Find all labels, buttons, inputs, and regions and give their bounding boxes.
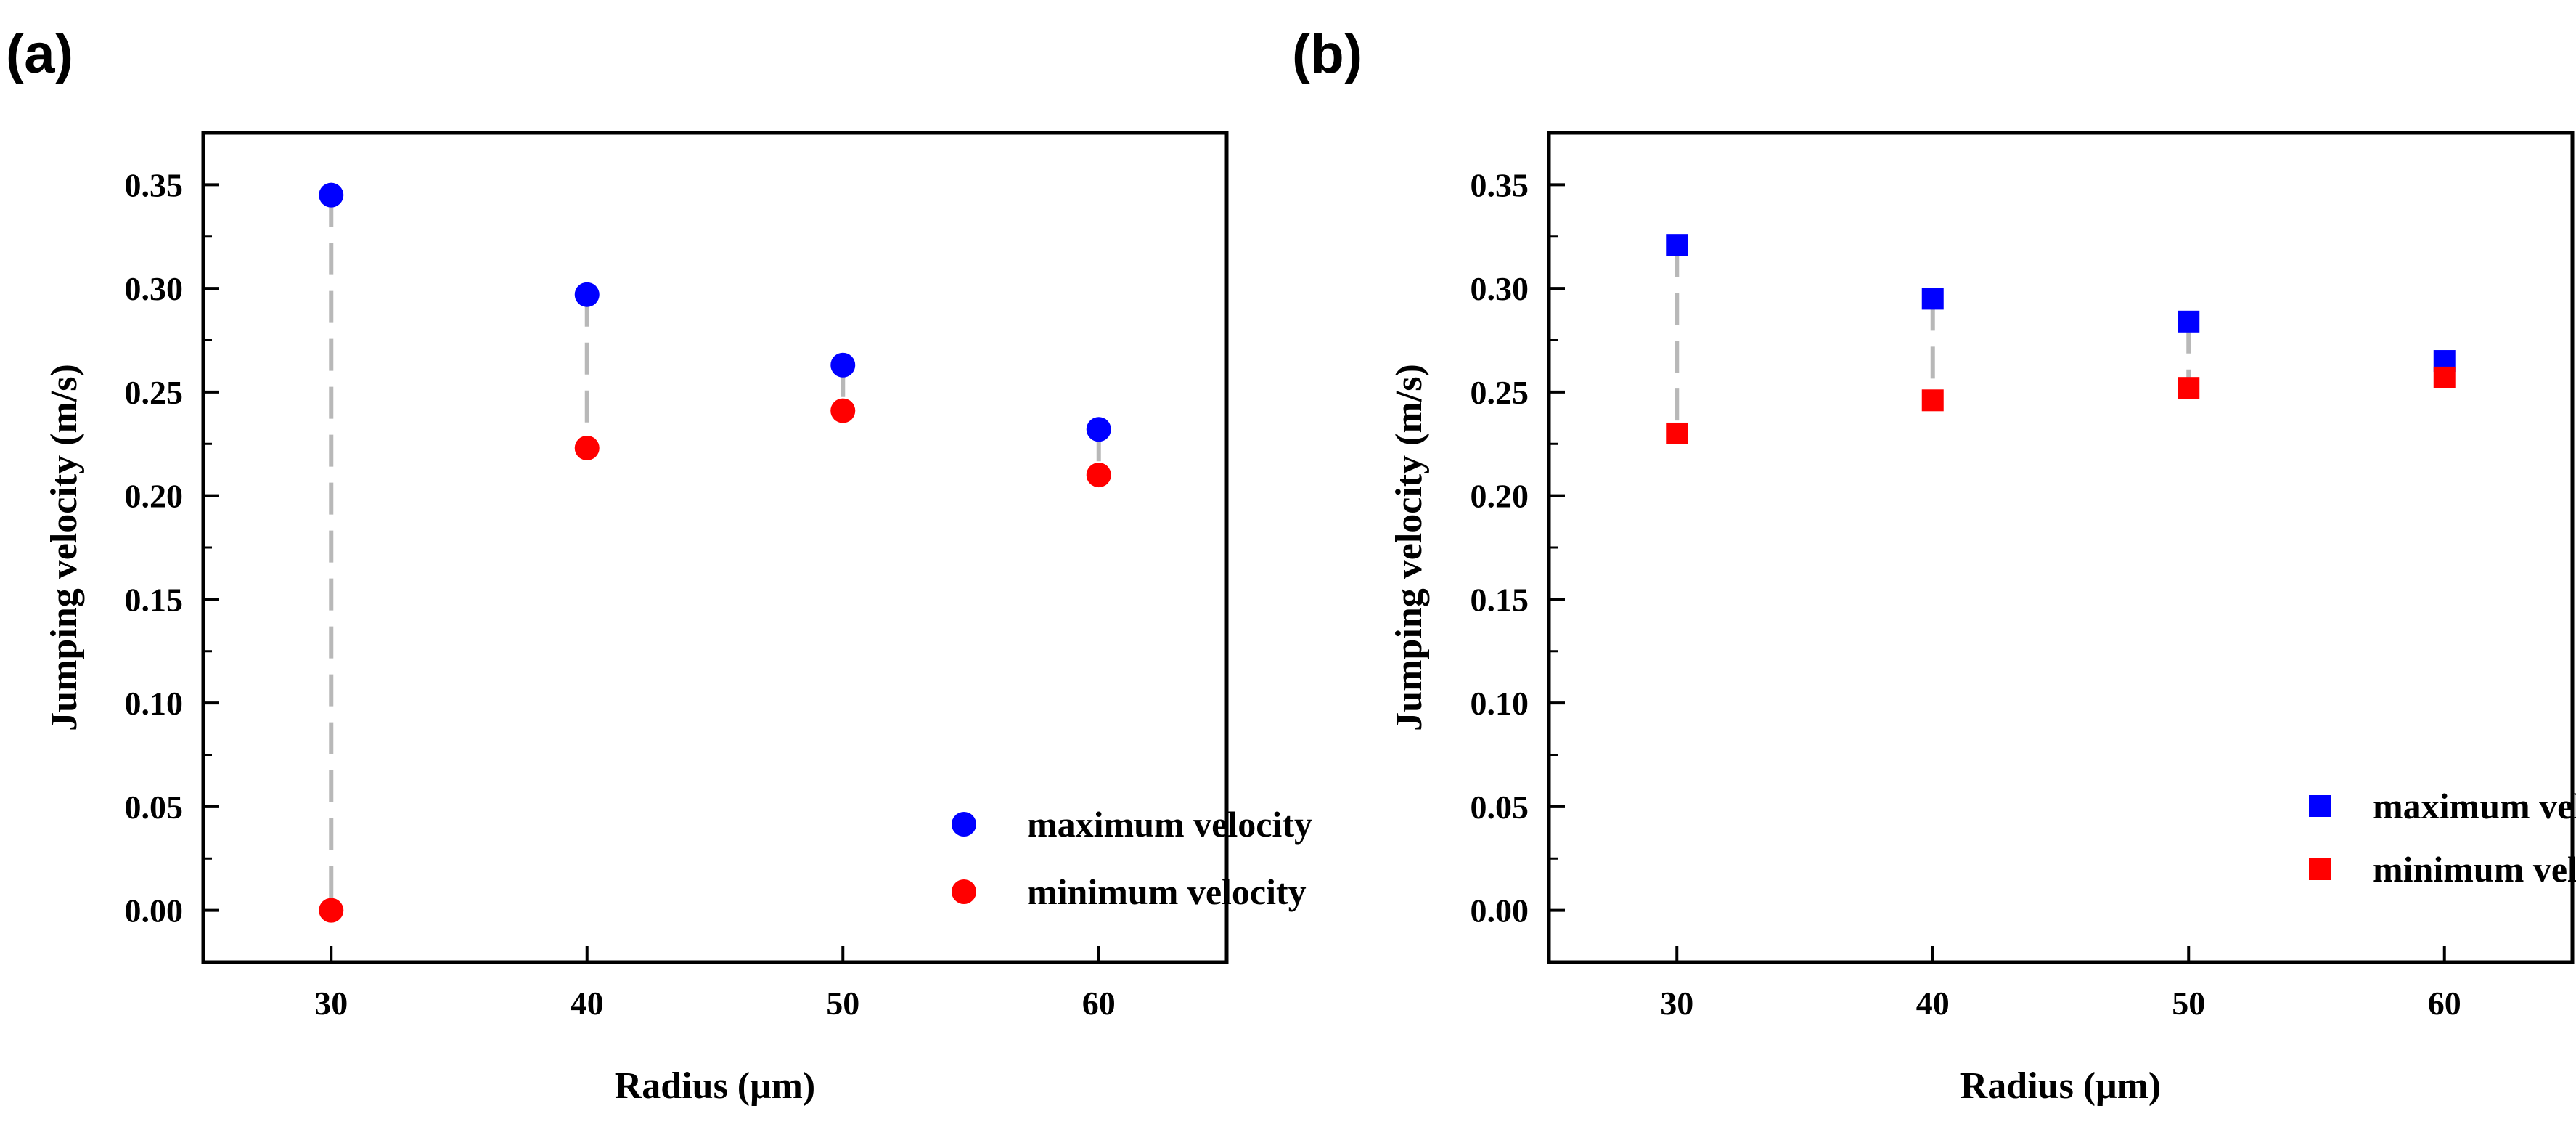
y-tick-label: 0.10 [1471,685,1529,722]
y-tick-label: 0.05 [1471,789,1529,826]
max-velocity-point [2178,310,2200,333]
max-velocity-point [1086,417,1111,442]
x-tick-label: 60 [1082,985,1116,1022]
y-tick-label: 0.00 [125,892,184,929]
y-tick-label: 0.25 [125,374,184,411]
legend-max-marker [952,812,976,837]
y-tick-label: 0.10 [125,685,184,722]
min-velocity-point [2433,366,2456,388]
x-tick-label: 50 [2172,985,2205,1022]
min-velocity-point [574,435,600,460]
y-tick-label: 0.20 [1471,478,1529,515]
max-velocity-point [574,282,600,307]
legend-max-label: maximum velocity [1027,804,1312,845]
x-axis-title: Radius (μm) [1960,1065,2162,1107]
panel-label: (b) [1292,23,1362,85]
y-tick-label: 0.30 [1471,270,1529,307]
legend-max-label: maximum velocity [2373,786,2576,826]
x-tick-label: 60 [2428,985,2461,1022]
y-tick-label: 0.35 [125,166,184,203]
y-tick-label: 0.00 [1471,892,1529,929]
x-tick-label: 30 [1660,985,1693,1022]
panel-a: (a) 30 40 50 60 0.00 0.05 0.10 0.15 0.20 0.25 0.30 0… [6,23,1312,1107]
min-velocity-point [2178,377,2200,399]
max-velocity-point [319,182,344,208]
x-tick-label: 40 [1916,985,1950,1022]
y-tick-label: 0.05 [125,789,184,826]
legend-max-marker [2309,795,2331,817]
x-tick-label: 50 [826,985,859,1022]
legend-min-label: minimum velocity [1027,871,1307,912]
min-velocity-point [1921,389,1944,412]
max-velocity-point [830,352,856,378]
max-velocity-point [1921,288,1944,310]
x-tick-label: 40 [571,985,604,1022]
x-axis-title: Radius (μm) [615,1065,816,1107]
y-tick-label: 0.20 [125,478,184,515]
min-velocity-point [830,398,856,423]
y-tick-label: 0.35 [1471,166,1529,203]
panel-b: (b) 30 40 50 60 0.00 0.05 0.10 0.15 0.20 0.25 0.30 0… [1292,23,2576,1107]
legend-min-marker [2309,858,2331,880]
y-tick-label: 0.15 [1471,581,1529,618]
min-velocity-point [1086,463,1111,488]
y-axis-title: Jumping velocity (m/s) [44,364,85,731]
min-velocity-point [319,898,344,923]
y-tick-label: 0.25 [1471,374,1529,411]
y-axis-title: Jumping velocity (m/s) [1389,364,1430,731]
min-velocity-point [1666,422,1688,444]
max-velocity-point [1666,234,1688,256]
y-tick-label: 0.30 [125,270,184,307]
legend-min-marker [952,879,976,904]
x-tick-label: 30 [314,985,348,1022]
legend-min-label: minimum velocity [2373,849,2576,890]
panel-label: (a) [6,23,73,85]
y-tick-label: 0.15 [125,581,184,618]
